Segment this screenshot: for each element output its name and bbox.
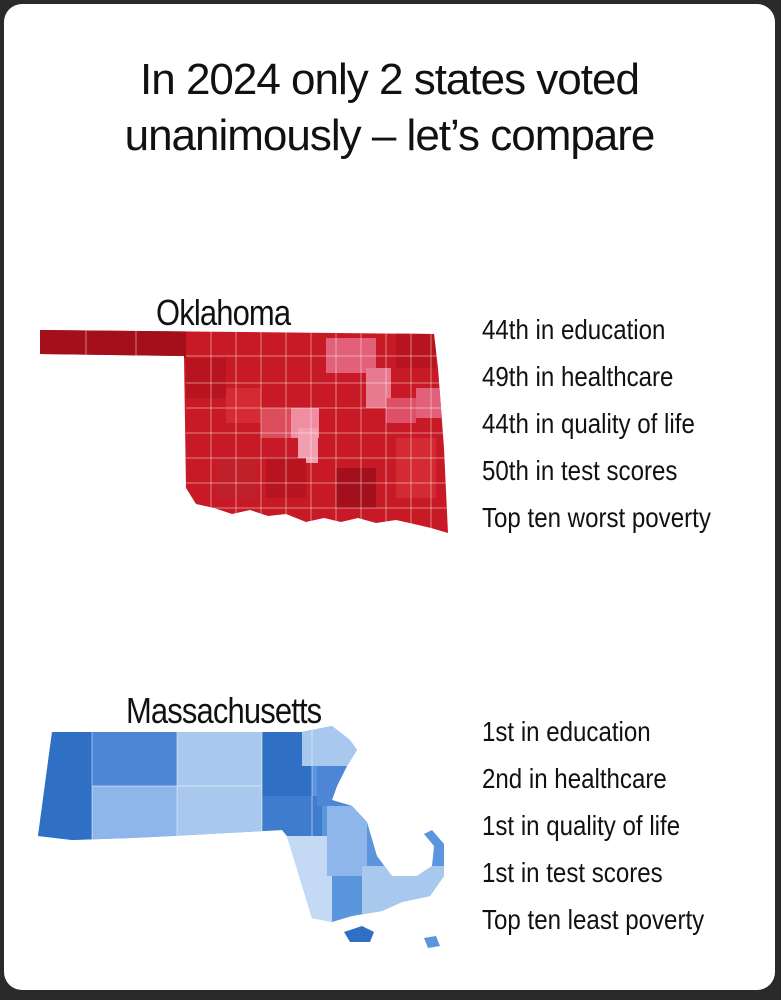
massachusetts-stat-healthcare: 2nd in healthcare (482, 763, 667, 794)
oklahoma-stat-test-scores: 50th in test scores (482, 455, 678, 486)
headline: In 2024 only 2 states voted unanimously … (4, 52, 775, 164)
oklahoma-county-map (40, 330, 448, 533)
massachusetts-stat-test-scores: 1st in test scores (482, 857, 663, 888)
massachusetts-stats: 1st in education 2nd in healthcare 1st i… (482, 708, 704, 943)
massachusetts-county-map (38, 726, 444, 948)
oklahoma-stat-poverty: Top ten worst poverty (482, 502, 711, 533)
massachusetts-name: Massachusetts (126, 690, 322, 731)
headline-line-1: In 2024 only 2 states voted (140, 55, 640, 104)
infographic-card: In 2024 only 2 states voted unanimously … (4, 4, 775, 990)
headline-line-2: unanimously – let’s compare (124, 111, 656, 160)
oklahoma-name: Oklahoma (156, 292, 291, 333)
oklahoma-stats: 44th in education 49th in healthcare 44t… (482, 306, 711, 541)
oklahoma-stat-healthcare: 49th in healthcare (482, 361, 674, 392)
oklahoma-stat-education: 44th in education (482, 314, 666, 345)
oklahoma-stat-quality-of-life: 44th in quality of life (482, 408, 695, 439)
massachusetts-stat-education: 1st in education (482, 716, 651, 747)
massachusetts-stat-poverty: Top ten least poverty (482, 904, 705, 935)
massachusetts-stat-quality-of-life: 1st in quality of life (482, 810, 681, 841)
